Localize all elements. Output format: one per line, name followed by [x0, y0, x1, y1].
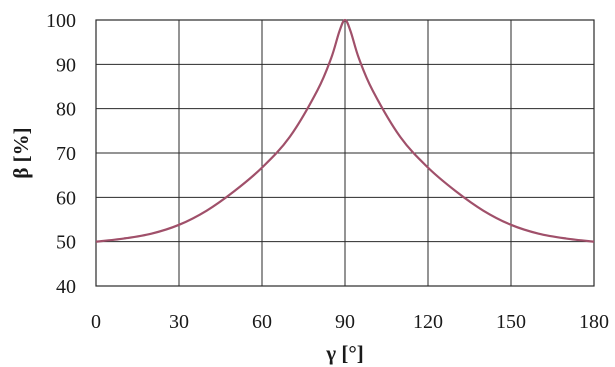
x-tick-label: 120: [413, 311, 443, 333]
y-tick-label: 80: [56, 99, 76, 121]
y-tick-label: 40: [56, 276, 76, 298]
y-tick-label: 50: [56, 232, 76, 254]
series-line: [95, 18, 595, 243]
x-tick-label: 60: [252, 311, 272, 333]
y-tick-label: 100: [46, 10, 76, 32]
x-tick-label: 90: [335, 311, 355, 333]
y-tick-label: 70: [56, 143, 76, 165]
x-tick-label: 180: [579, 311, 609, 333]
x-tick-label: 150: [496, 311, 526, 333]
y-tick-label: 60: [56, 187, 76, 209]
x-tick-label: 0: [91, 311, 101, 333]
y-axis-ticks: 40 50 60 70 80 90 100: [46, 10, 76, 298]
x-axis-ticks: 0 30 60 90 120 150 180: [91, 311, 609, 333]
y-tick-label: 90: [56, 54, 76, 76]
y-axis-title: β [%]: [9, 127, 33, 178]
x-tick-label: 30: [169, 311, 189, 333]
grid: [95, 19, 595, 287]
series-group: [95, 18, 595, 243]
x-axis-title: γ [°]: [325, 341, 363, 365]
